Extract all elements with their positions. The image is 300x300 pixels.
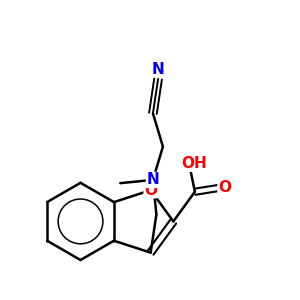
Text: OH: OH	[181, 156, 207, 171]
Text: O: O	[144, 183, 157, 198]
Text: O: O	[218, 179, 231, 194]
Text: N: N	[152, 62, 164, 77]
Text: N: N	[147, 172, 159, 188]
